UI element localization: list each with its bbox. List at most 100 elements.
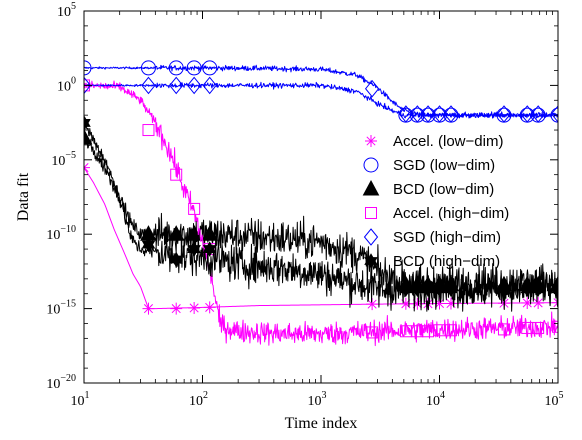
series-4-marker-4 bbox=[188, 202, 201, 215]
legend-item-5: SGD (high−dim) bbox=[363, 228, 501, 246]
series-5-marker-1 bbox=[84, 76, 92, 95]
legend-marker-5 bbox=[363, 228, 379, 246]
y-tick-label-6: 105 bbox=[57, 1, 76, 20]
legend-label-2: SGD (low−dim) bbox=[393, 157, 495, 174]
series-5-marker-7 bbox=[398, 105, 413, 123]
legend-label-5: SGD (high−dim) bbox=[393, 229, 501, 246]
y-axis-label: Data fit bbox=[15, 172, 32, 221]
legend-label-4: Accel. (high−dim) bbox=[393, 205, 509, 222]
y-tick-label-4: 10−5 bbox=[51, 150, 76, 169]
series-2-marker-3 bbox=[168, 60, 184, 76]
series-5-marker-2 bbox=[141, 76, 156, 95]
y-tick-label-1: 10−20 bbox=[46, 373, 76, 392]
series-5-marker-13 bbox=[520, 105, 535, 123]
series-5-marker-4 bbox=[186, 76, 202, 95]
series-1-marker-11 bbox=[444, 297, 457, 310]
series-4-line bbox=[84, 80, 558, 347]
legend-item-2: SGD (low−dim) bbox=[363, 157, 495, 174]
series-5-marker-6 bbox=[364, 79, 380, 98]
series-6-marker-11 bbox=[497, 281, 511, 298]
series-4-marker-15 bbox=[552, 320, 558, 333]
series-5-marker-11 bbox=[443, 105, 459, 123]
series-5-marker-8 bbox=[410, 105, 425, 123]
series-1-marker-5 bbox=[203, 301, 216, 314]
series-5-line bbox=[84, 81, 558, 119]
series-1-marker-13 bbox=[521, 296, 534, 309]
series-6-marker-13 bbox=[531, 281, 545, 298]
x-tick-label-1: 101 bbox=[71, 390, 90, 409]
series-6-marker-6 bbox=[399, 281, 413, 298]
series-4-marker-6 bbox=[366, 326, 379, 339]
series-5-marker-10 bbox=[432, 105, 447, 123]
series-3-marker-3 bbox=[167, 225, 185, 241]
legend-marker-1 bbox=[365, 135, 377, 147]
series-3-marker-1 bbox=[84, 128, 93, 145]
series-4-marker-3 bbox=[170, 168, 183, 181]
series-6-line bbox=[84, 121, 558, 312]
x-tick-label-2: 102 bbox=[189, 390, 208, 409]
series-5-marker-9 bbox=[420, 105, 436, 123]
series-1-marker-6 bbox=[366, 298, 379, 311]
x-axis-label: Time index bbox=[285, 415, 358, 432]
series-1-marker-10 bbox=[433, 297, 446, 310]
legend-marker-4 bbox=[365, 207, 377, 219]
legend-item-6: BCD (high−dim) bbox=[364, 253, 500, 270]
series-1-marker-14 bbox=[532, 296, 545, 309]
legend-marker-2 bbox=[363, 157, 379, 173]
legend-item-3: BCD (low−dim) bbox=[362, 179, 494, 198]
y-tick-label-5: 100 bbox=[57, 75, 76, 94]
x-tick-label-3: 103 bbox=[308, 390, 327, 409]
series-5-marker-12 bbox=[496, 105, 512, 123]
x-tick-label-5: 105 bbox=[545, 390, 564, 409]
series-6-marker-5 bbox=[202, 241, 217, 257]
series-6-marker-14 bbox=[551, 281, 558, 298]
legend-item-4: Accel. (high−dim) bbox=[365, 205, 509, 222]
series-6-marker-2 bbox=[141, 236, 156, 253]
series-6-marker-10 bbox=[444, 281, 458, 298]
series-4-marker-11 bbox=[444, 324, 457, 337]
series-4-marker-12 bbox=[497, 323, 510, 336]
y-tick-label-3: 10−10 bbox=[46, 224, 76, 243]
series-5-marker-14 bbox=[531, 105, 546, 123]
series-1-marker-8 bbox=[411, 297, 424, 310]
x-tick-label-4: 104 bbox=[426, 390, 445, 409]
legend: Accel. (low−dim) SGD (low−dim) BCD (low−di… bbox=[362, 133, 509, 270]
series-1-marker-4 bbox=[188, 301, 201, 314]
series-4-marker-14 bbox=[532, 321, 545, 334]
series-1-marker-2 bbox=[142, 302, 155, 315]
series-1-line bbox=[84, 167, 558, 310]
series-2-marker-5 bbox=[202, 60, 218, 76]
legend-label-3: BCD (low−dim) bbox=[393, 181, 494, 198]
legend-label-1: Accel. (low−dim) bbox=[393, 133, 503, 150]
series-layer bbox=[84, 60, 558, 347]
axis-layer: 101 102 103 104 105 10−20 10−15 10−10 10−5 100 105 bbox=[46, 1, 563, 409]
series-2-marker-4 bbox=[186, 60, 202, 76]
series-6-marker-8 bbox=[421, 281, 435, 298]
series-6-marker-1 bbox=[84, 115, 91, 131]
series-6-marker-9 bbox=[432, 281, 447, 298]
series-6-marker-7 bbox=[410, 281, 425, 298]
series-1-marker-3 bbox=[170, 302, 183, 315]
series-2-marker-1 bbox=[84, 60, 92, 76]
series-3-line bbox=[84, 135, 558, 307]
series-6-marker-4 bbox=[187, 241, 201, 257]
series-1-marker-7 bbox=[399, 297, 412, 310]
series-2-marker-2 bbox=[140, 60, 156, 76]
y-tick-label-2: 10−15 bbox=[46, 299, 76, 318]
series-5-marker-3 bbox=[169, 76, 184, 95]
series-5-marker-15 bbox=[550, 105, 558, 123]
legend-item-1: Accel. (low−dim) bbox=[365, 133, 503, 150]
series-3-marker-5 bbox=[201, 225, 219, 241]
legend-label-6: BCD (high−dim) bbox=[393, 253, 500, 270]
series-4 bbox=[84, 79, 558, 347]
series-5-marker-5 bbox=[202, 76, 217, 95]
series-6-marker-3 bbox=[169, 251, 183, 268]
legend-marker-6 bbox=[364, 253, 378, 269]
series-4-marker-2 bbox=[142, 124, 155, 137]
legend-marker-3 bbox=[362, 179, 380, 196]
series-6 bbox=[84, 115, 558, 312]
series-6-marker-12 bbox=[520, 281, 534, 298]
series-5 bbox=[84, 76, 558, 123]
